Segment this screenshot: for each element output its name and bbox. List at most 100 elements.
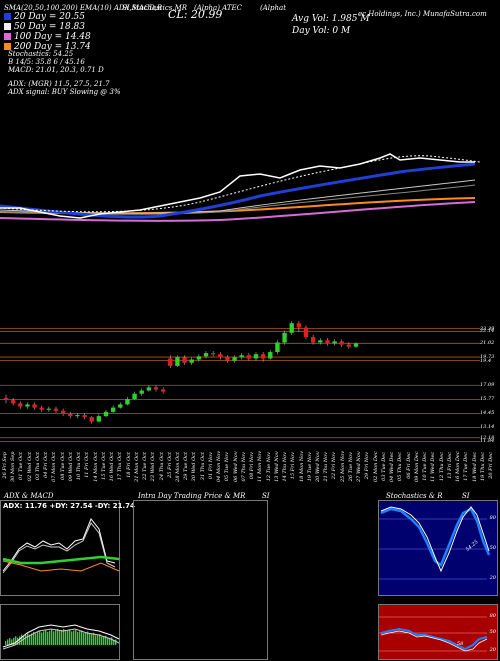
day-volume-label: Day Vol: 0 M — [292, 26, 351, 36]
macd-bar — [75, 629, 77, 645]
macd-bar — [113, 639, 115, 645]
date-axis-label: 01 Tue Oct — [18, 452, 25, 480]
macd-bar — [81, 630, 83, 645]
adx-panel: ADX: 11.76 +DY: 27.54 -DY: 21.74 — [0, 500, 135, 596]
date-axis-label: 18 Mon Nov — [298, 450, 305, 482]
macd-bar — [111, 637, 113, 645]
adx-stat: ADX: (MGR) 11.5, 27.5, 21.7 — [8, 80, 110, 88]
minus-di-line — [2, 522, 116, 574]
stochastic-d-line — [380, 506, 490, 573]
candle-body — [318, 340, 323, 343]
candle-body — [218, 354, 223, 358]
candle-body — [68, 414, 73, 417]
macd-bar — [19, 636, 21, 645]
date-axis-label: 29 Tue Oct — [183, 452, 190, 480]
candle-body — [10, 400, 16, 404]
bollinger-stat: B 14/5: 35.8 6 / 45.16 — [8, 58, 85, 66]
candle-body — [53, 408, 59, 411]
date-axis-label: 11 Fri Oct — [84, 452, 91, 478]
date-axis-label: 25 Fri Oct — [166, 452, 173, 478]
candle-body — [60, 410, 66, 415]
candle-body — [103, 411, 109, 417]
date-axis-label: 22 Fri Nov — [331, 452, 338, 480]
adx-signal-stat: ADX signal: BUY Slowing @ 3% — [8, 88, 121, 96]
macd-bar — [31, 633, 33, 645]
candle-body — [203, 353, 209, 357]
price-line — [0, 153, 475, 219]
macd-bar — [97, 634, 99, 645]
candle-body — [82, 415, 87, 418]
date-axis-label: 06 Wed Nov — [232, 451, 239, 482]
macd-bar — [43, 631, 45, 645]
macd-bar — [103, 636, 105, 645]
price-axis-label: 13.14 — [480, 424, 495, 431]
macd-bar — [21, 634, 23, 645]
macd-bar — [63, 629, 65, 645]
candle-body — [325, 340, 330, 344]
date-axis-label: 06 Fri Dec — [405, 452, 412, 479]
macd-bar — [105, 635, 107, 645]
chart-title-indicators: SMA(20,50,100,200) EMA(10) ADX,MACD,B — [4, 4, 163, 12]
macd-bar — [89, 633, 91, 645]
date-axis-label: 14 Thu Nov — [282, 452, 289, 482]
si-title: SI — [262, 492, 270, 500]
macd-bar — [37, 632, 39, 645]
macd-signal-line — [2, 628, 120, 650]
close-price-label: CL: 20.99 — [168, 8, 223, 21]
adx-line — [2, 555, 120, 565]
chart-title-company-2: ec Holdings, Inc.) MunafaSutra.com — [358, 10, 487, 18]
macd-bar — [11, 639, 13, 645]
avg-volume-label: Avg Vol: 1.985 M — [292, 14, 370, 24]
rsi-panel: 80 50 20 58 — [378, 604, 498, 660]
candle-body — [196, 356, 202, 360]
macd-bar — [39, 630, 41, 645]
date-axis-label: 26 Fri Sep — [2, 452, 8, 479]
price-axis-label: 21.02 — [480, 340, 495, 347]
date-axis-label: 15 Fri Nov — [290, 452, 297, 480]
legend-swatch — [4, 13, 11, 20]
macd-bar — [5, 641, 7, 645]
candle-body — [310, 337, 316, 343]
date-axis-label: 04 Fri Oct — [43, 452, 50, 478]
macd-bar — [71, 631, 73, 645]
stochastics-stat: Stochastics: 54.25 — [8, 50, 74, 58]
date-axis-label: 21 Thu Nov — [323, 452, 330, 482]
macd-bar — [93, 632, 95, 645]
macd-bar — [49, 630, 51, 645]
date-axis-label: 12 Thu Dec — [438, 452, 445, 482]
candle-body — [353, 343, 359, 347]
date-axis-label: 14 Mon Oct — [92, 452, 99, 482]
macd-bar — [95, 635, 97, 645]
candle-body — [339, 341, 344, 345]
legend-sma50: 50 Day = 18.83 — [4, 22, 91, 32]
macd-bar — [25, 634, 27, 645]
macd-bar — [41, 632, 43, 645]
legend-sma200: 200 Day = 13.74 — [4, 42, 91, 52]
date-axis-label: 31 Thu Oct — [199, 452, 206, 481]
macd-bar — [35, 633, 37, 645]
price-axis-label: 22.39 — [480, 325, 495, 332]
date-axis-label: 09 Mon Dec — [413, 451, 420, 482]
date-axis-label: 09 Wed Oct — [67, 452, 74, 482]
date-axis-label: 15 Tue Oct — [100, 452, 107, 480]
macd-stat: MACD: 21.01, 20.3, 0.71 D — [8, 66, 104, 74]
date-axis-label: 10 Tue Dec — [422, 452, 429, 481]
ema-line — [0, 155, 481, 213]
candle-body — [289, 323, 294, 333]
plus-di-line — [2, 518, 116, 572]
candle-body — [46, 408, 52, 410]
sma-legend: 20 Day = 20.55 50 Day = 18.83 100 Day = … — [4, 12, 91, 52]
price-axis: 22.39 22.14 21.02 19.73 19.4 17.09 15.77 14.45 1… — [480, 320, 500, 445]
adx-readout: ADX: 11.76 +DY: 27.54 -DY: 21.74 — [3, 502, 135, 510]
price-axis-label: 17.09 — [480, 382, 495, 389]
macd-panel — [0, 604, 120, 660]
moving-average-chart — [0, 153, 481, 222]
date-axis-label: 10 Thu Oct — [76, 452, 83, 481]
date-axis-label: 12 Tue Nov — [265, 452, 272, 482]
macd-bar — [57, 629, 59, 645]
date-axis-label: 25 Mon Nov — [339, 450, 346, 482]
candle-body — [246, 355, 252, 359]
sma20-line — [0, 162, 476, 219]
sma-extra-line — [0, 184, 476, 215]
legend-swatch — [4, 23, 11, 30]
